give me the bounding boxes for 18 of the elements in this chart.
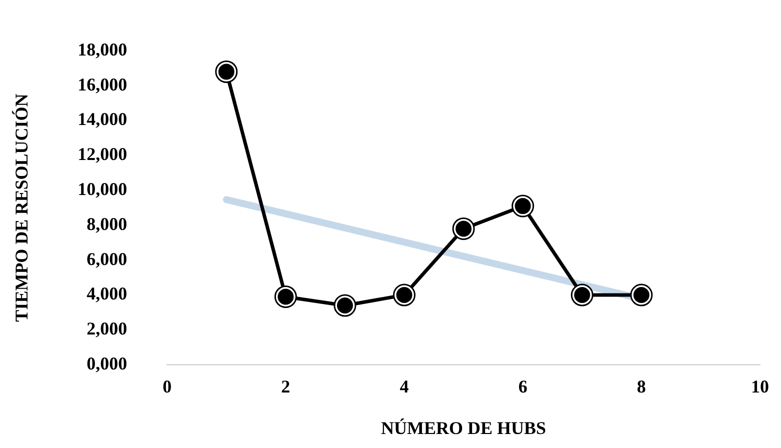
y-axis-title: TIEMPO DE RESOLUCIÓN <box>11 94 32 322</box>
x-tick-label: 6 <box>518 376 528 396</box>
y-tick-label: 14,000 <box>78 109 128 130</box>
x-axis-title: NÚMERO DE HUBS <box>381 418 546 438</box>
y-tick-label: 12,000 <box>78 144 128 164</box>
y-tick-label: 8,000 <box>86 214 128 234</box>
y-tick-label: 6,000 <box>86 248 128 269</box>
y-tick-label: 18,000 <box>78 39 128 60</box>
y-tick-label: 16,000 <box>78 74 128 94</box>
y-tick-label: 10,000 <box>78 179 128 200</box>
y-tick-label: 4,000 <box>86 284 128 304</box>
x-tick-label: 4 <box>400 376 409 396</box>
x-tick-label: 10 <box>751 376 769 396</box>
x-tick-label: 8 <box>636 376 646 396</box>
y-tick-label: 2,000 <box>86 318 128 339</box>
y-tick-label: 0,000 <box>86 353 128 374</box>
x-tick-label: 2 <box>281 376 290 396</box>
x-tick-label: 0 <box>162 376 172 396</box>
